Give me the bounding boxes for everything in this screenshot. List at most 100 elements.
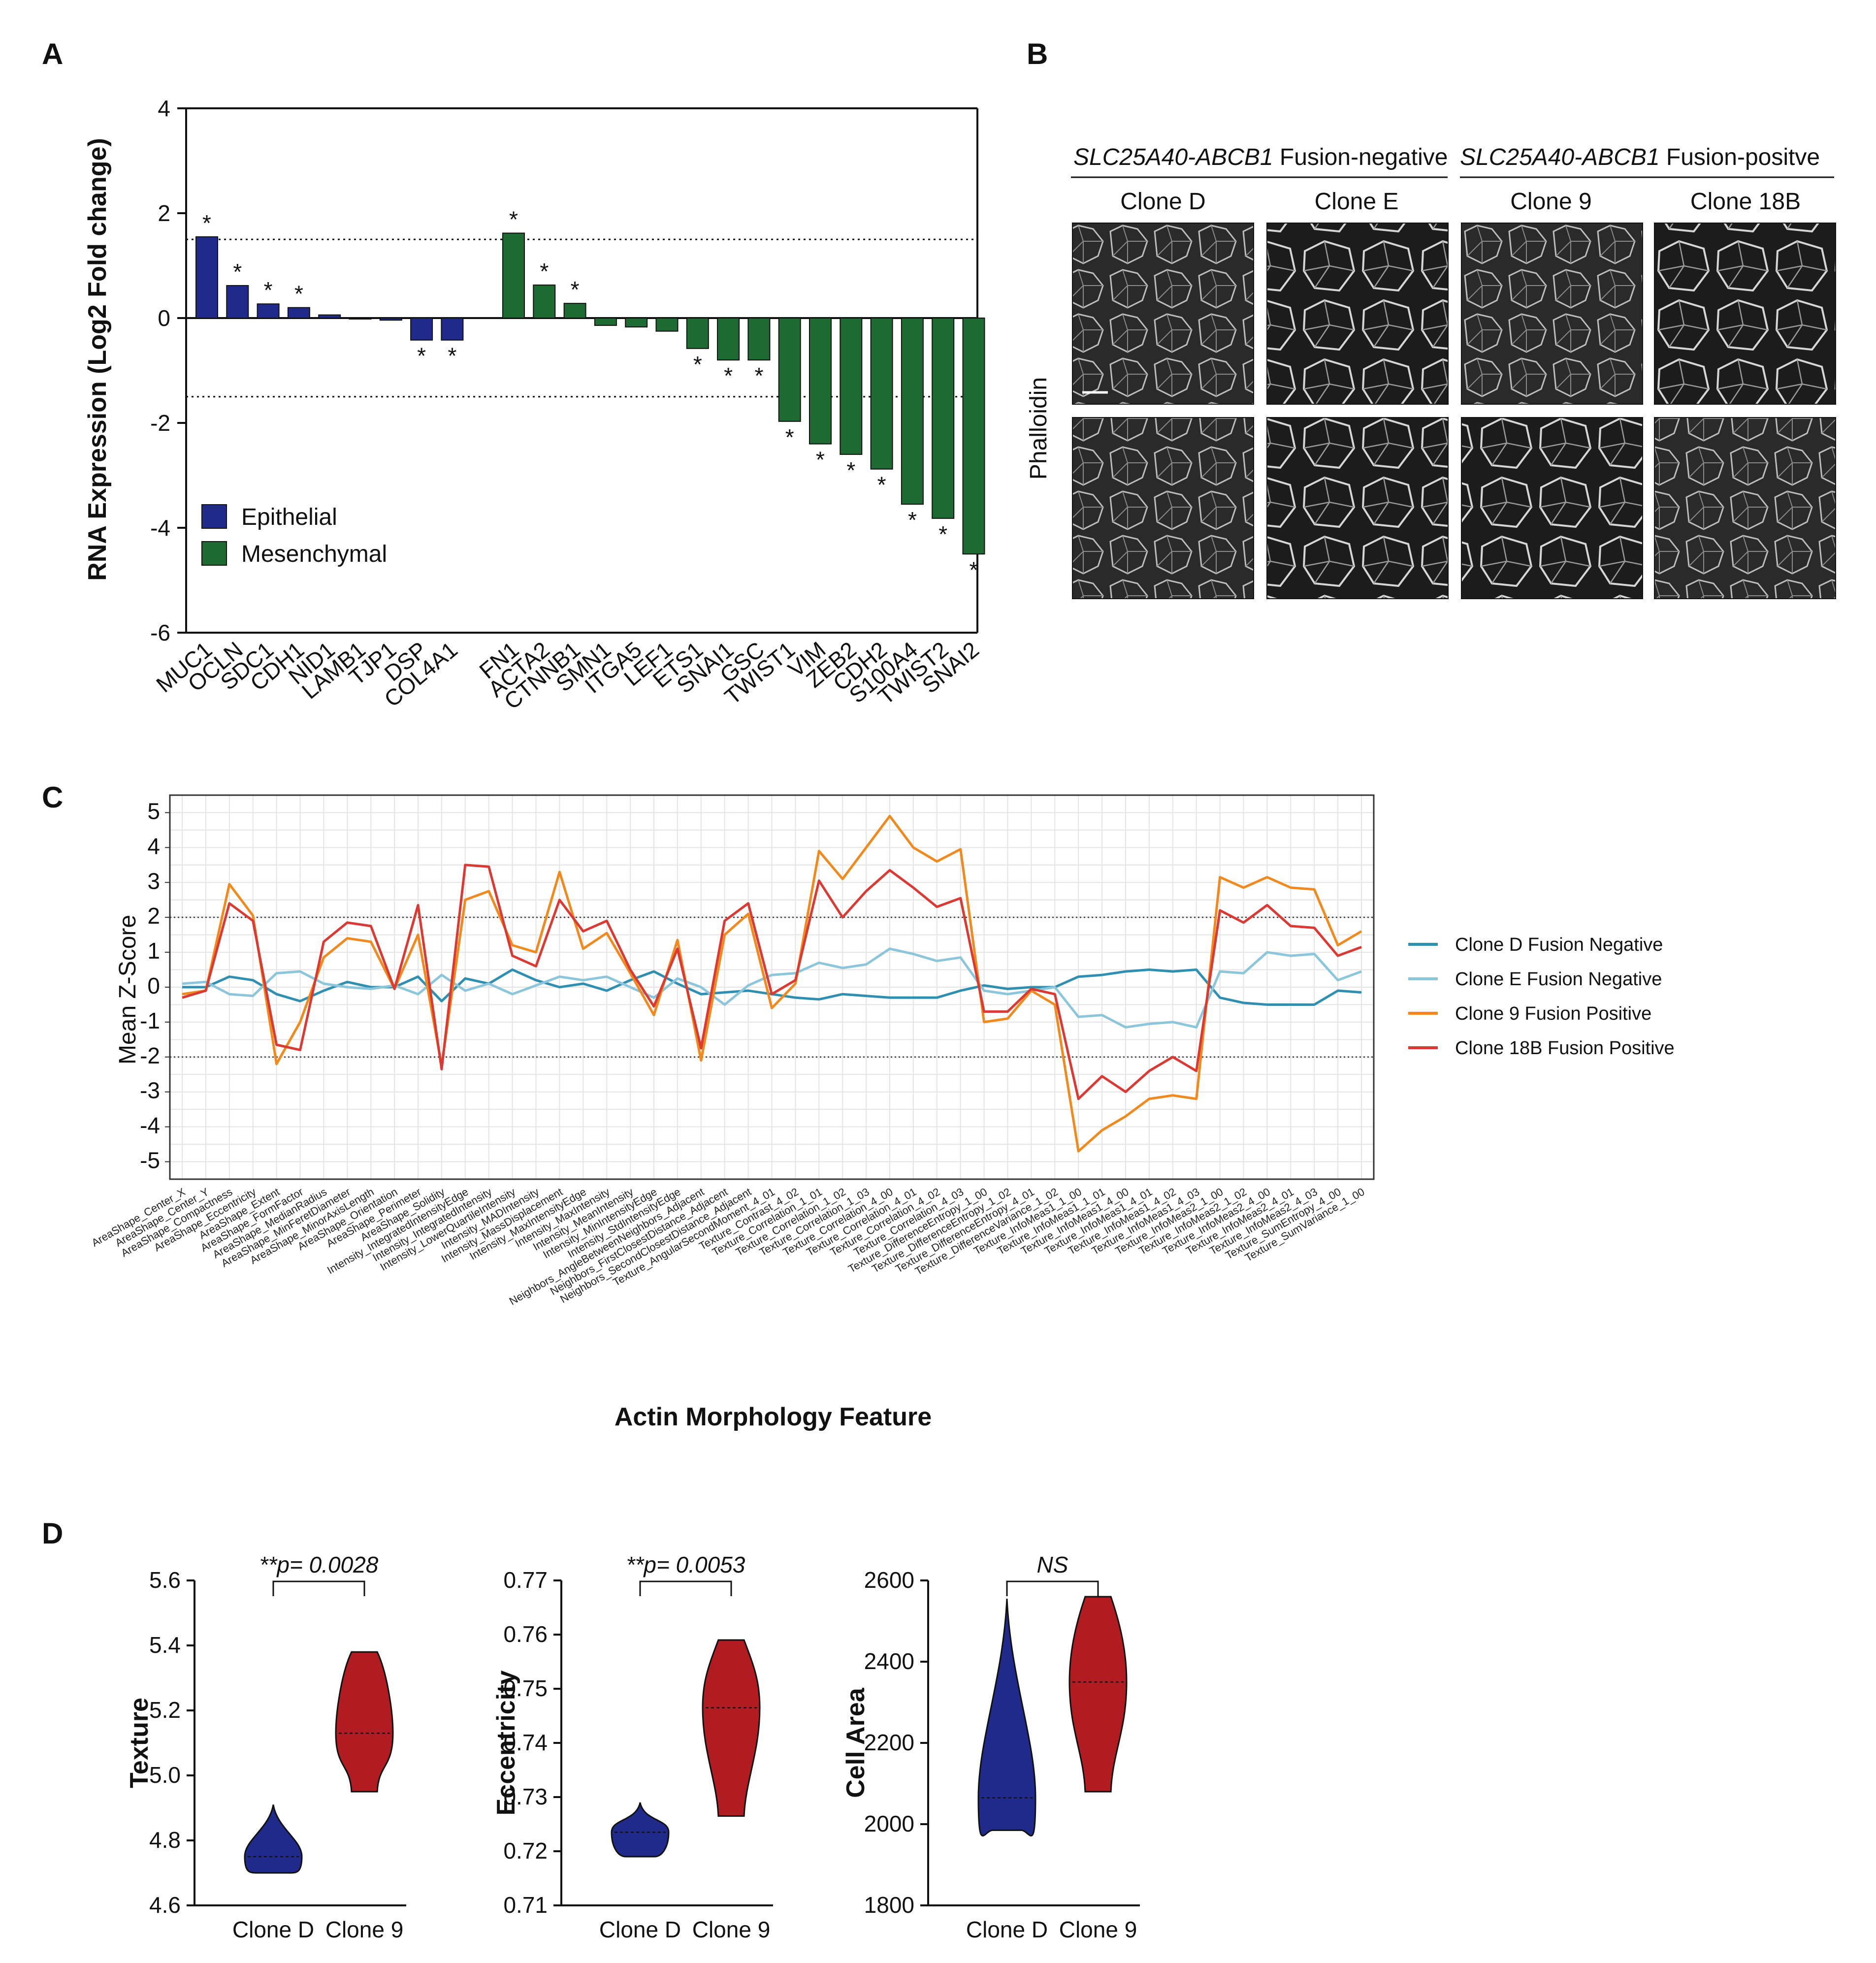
panel-d-x-label-clone-d: Clone D [232,1917,314,1942]
panel-d-cell-area: Cell Area 2600 2400 2200 2000 1800 Clone D Clon… [841,1552,1140,1942]
significance-star: * [724,363,733,388]
panel-d-x-label-clone-9: Clone 9 [692,1917,771,1942]
panel-c-series [182,815,1362,1153]
panel-d-x-label-clone-d: Clone D [599,1917,681,1942]
panel-b-col-clone-d: Clone D [1120,189,1205,215]
significance-star: * [264,277,273,303]
bar-s100a4 [901,318,924,505]
panel-d-y-tick-label: 0.76 [503,1621,548,1647]
bar-fn1 [502,232,525,319]
panel-d-y-tick-label: 0.74 [503,1730,548,1755]
significance-star: * [816,447,825,473]
micrograph-clone-e-top [1266,223,1449,405]
significance-star: * [877,472,886,498]
panel-a-y-tick-label: 4 [158,96,170,121]
panel-c-y-tick-label: 0 [147,973,160,998]
panel-d-y-tick-label: 5.2 [149,1697,181,1723]
legend-swatch-epithelial [201,504,227,529]
panel-a-legend: Epithelial Mesenchymal [201,504,387,567]
series-line-clone-9-fusion-positive [182,815,1362,1153]
micrograph-clone-e-bottom [1266,417,1449,599]
panel-d-violins: Texture 5.6 5.4 5.2 5.0 4.8 4.6 Clone D Clone 9 *… [125,1552,1140,1942]
panel-a-y-tick-label: 2 [158,200,170,226]
significance-star: * [509,206,518,232]
violin-clone-9 [1068,1596,1128,1793]
panel-c-y-tick-label: -2 [140,1043,160,1068]
legend-label-epithelial: Epithelial [241,504,337,530]
significance-bracket [1006,1580,1099,1596]
panel-c-y-axis-label: Mean Z-Score [115,915,141,1064]
bar-lef1 [655,318,679,332]
bar-lamb1 [349,318,372,320]
violin-clone-9 [335,1651,394,1793]
bar-dsp [410,318,433,341]
bar-twist1 [778,318,801,422]
bar-nid1 [318,314,341,319]
violin-clone-d [977,1599,1036,1836]
bar-ocln [226,285,249,319]
significance-star: * [754,363,763,388]
panel-c-y-tick-label: 2 [147,903,160,929]
panel-d-y-label-cell-area: Cell Area [841,1687,870,1798]
significance-label: **p= 0.0053 [626,1552,745,1577]
panel-b-row-label: Phalloidin [1026,377,1052,480]
significance-star: * [970,557,978,582]
panel-label-c: C [42,781,63,814]
panel-a-y-tick-label: -2 [150,410,170,436]
significance-star: * [233,259,242,285]
panel-d-y-tick-label: 0.71 [503,1892,548,1918]
panel-d-y-tick-label: 2400 [864,1648,914,1674]
significance-star: * [417,343,426,369]
micrograph-clone-d-top [1072,223,1254,405]
violin-clone-9 [702,1639,761,1817]
bar-tjp1 [379,318,402,321]
panel-c-y-tick-label: -3 [140,1078,160,1103]
bar-smn1 [594,318,617,326]
panel-c-x-axis-label: Actin Morphology Feature [615,1403,932,1431]
panel-b-header-positive: SLC25A40-ABCB1 Fusion-positve [1460,144,1820,170]
panel-d-x-label-clone-9: Clone 9 [1059,1917,1137,1942]
panel-a-y-tick-label: -4 [150,515,170,541]
legend-label-clone-d-fusion-negative: Clone D Fusion Negative [1455,934,1663,955]
panel-b-col-clone-e: Clone E [1315,189,1399,215]
bar-acta2 [533,284,556,319]
panel-d-y-tick-label: 0.72 [503,1838,548,1864]
panel-d-y-label-eccentricity: Eccentricity [492,1671,520,1816]
panel-d-y-tick-label: 2000 [864,1811,914,1836]
legend-label-clone-e-fusion-negative: Clone E Fusion Negative [1455,969,1662,990]
panel-a-y-tick-label: -6 [150,620,170,645]
bar-zeb2 [840,318,863,455]
series-line-clone-e-fusion-negative [182,947,1362,1029]
panel-c-line-chart: Mean Z-Score Actin Morphology Feature 5 4… [90,794,1675,1431]
bar-snai2 [962,318,985,555]
significance-star: * [938,521,947,547]
bar-twist2 [932,318,955,519]
series-line-clone-18b-fusion-positive [182,864,1362,1100]
bar-snai1 [717,318,740,361]
significance-star: * [785,424,794,450]
legend-label-clone-18b-fusion-positive: Clone 18B Fusion Positive [1455,1038,1675,1059]
bar-ctnnb1 [563,303,586,319]
violin-clone-d [611,1802,670,1858]
panel-c-y-tick-label: 3 [147,868,160,894]
panel-b-header-negative: SLC25A40-ABCB1 Fusion-negative [1073,144,1448,170]
panel-d-y-tick-label: 0.73 [503,1784,548,1809]
panel-d-x-label-clone-9: Clone 9 [325,1917,404,1942]
panel-b-col-clone-18b: Clone 18B [1690,189,1801,215]
bar-col4a1 [441,318,464,341]
significance-star: * [846,457,855,483]
panel-d-y-tick-label: 1800 [864,1892,914,1918]
panel-label-d: D [42,1517,63,1550]
panel-d-eccentricity: Eccentricity 0.77 0.76 0.75 0.74 0.73 0.72 0.71… [492,1552,773,1942]
panel-d-x-label-clone-d: Clone D [966,1917,1048,1942]
panel-label-b: B [1027,37,1048,70]
panel-c-grid: 5 4 3 2 1 0 -1 -2 -3 -4 -5 [140,794,1375,1180]
micrograph-clone-9-top [1461,223,1643,405]
panel-c-y-tick-label: 5 [147,798,160,824]
bar-itga5 [625,318,648,328]
significance-star: * [571,277,580,302]
panel-c-y-tick-label: 1 [147,938,160,964]
panel-a-y-axis-label: RNA Expression (Log2 Fold change) [83,138,112,581]
bar-gsc [747,318,771,361]
panel-d-y-tick-label: 4.8 [149,1827,181,1853]
